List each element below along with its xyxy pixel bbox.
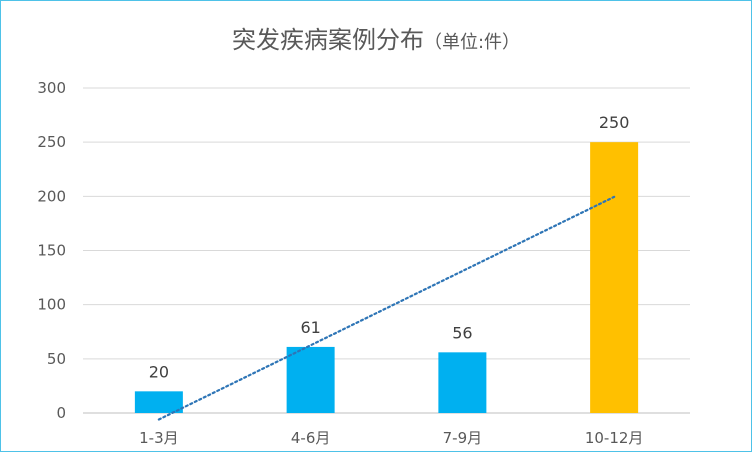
y-tick-label: 300	[37, 79, 66, 97]
y-tick-label: 50	[47, 350, 66, 368]
chart-title-unit: （单位:件）	[423, 32, 521, 53]
x-tick-label: 7-9月	[443, 429, 483, 447]
bar	[590, 142, 639, 413]
y-tick-label: 100	[37, 296, 66, 314]
y-tick-label: 250	[37, 133, 66, 151]
x-tick-label: 10-12月	[585, 429, 644, 447]
bar	[134, 391, 183, 413]
x-tick-label: 4-6月	[291, 429, 331, 447]
data-label: 250	[599, 113, 630, 132]
data-label: 20	[149, 362, 169, 381]
data-label: 56	[452, 323, 472, 342]
trendline	[157, 195, 616, 421]
x-tick-label: 1-3月	[139, 429, 179, 447]
y-tick-label: 200	[37, 187, 66, 205]
data-label: 61	[300, 318, 320, 337]
chart-title: 突发疾病案例分布（单位:件）	[0, 20, 752, 55]
chart-title-text: 突发疾病案例分布	[231, 26, 424, 54]
y-tick-label: 0	[56, 404, 66, 422]
bar	[286, 346, 335, 413]
bar	[438, 352, 487, 413]
y-tick-label: 150	[37, 242, 66, 260]
